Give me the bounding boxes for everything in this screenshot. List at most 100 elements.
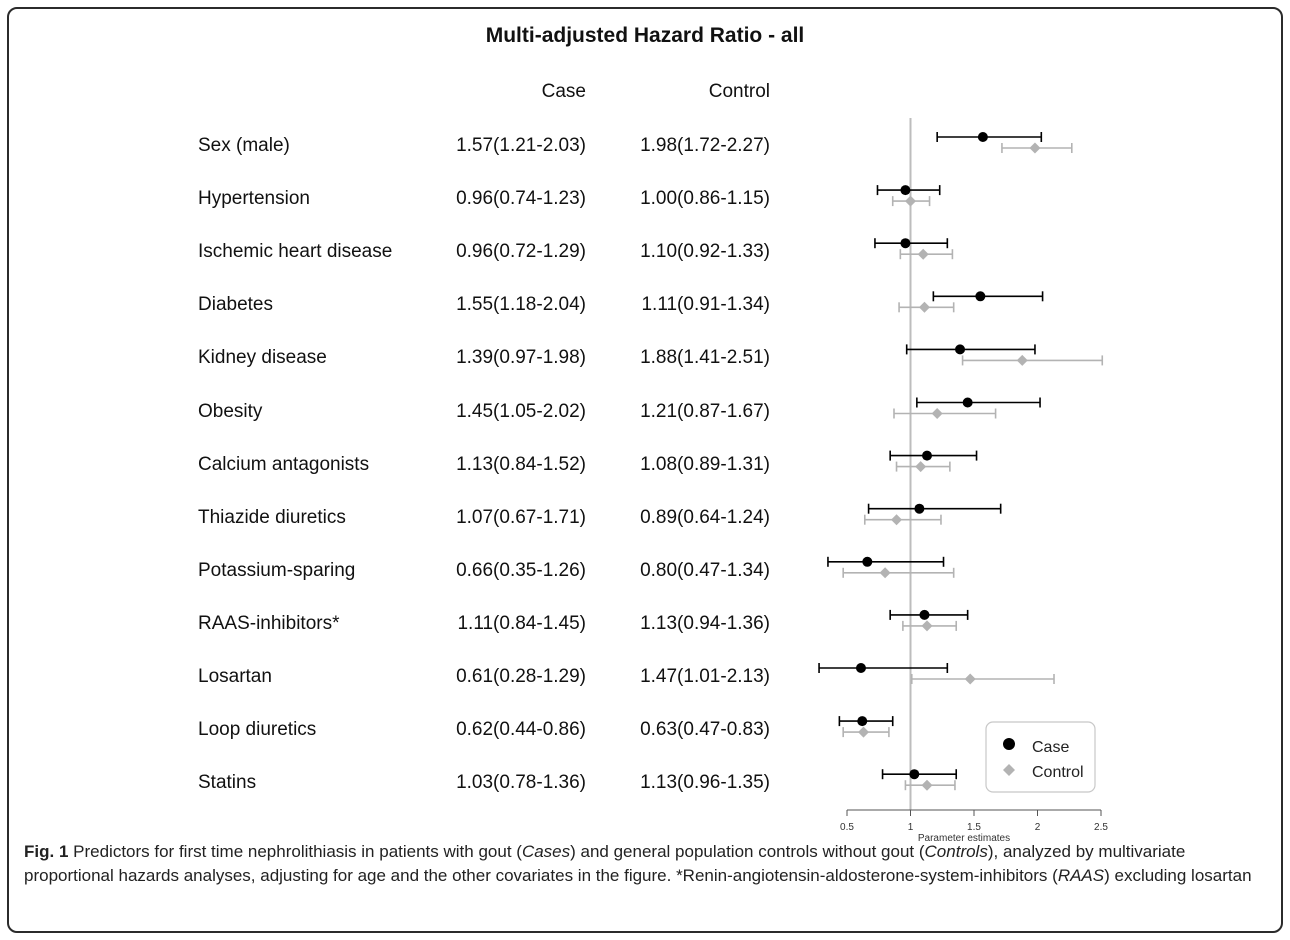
x-tick-label: 2 xyxy=(1035,822,1041,833)
control-point xyxy=(964,673,976,685)
row-label: Ischemic heart disease xyxy=(198,241,393,263)
row-control-estimate: 1.88(1.41-2.51) xyxy=(640,347,770,369)
control-point xyxy=(921,779,933,791)
case-point xyxy=(855,663,866,673)
control-point xyxy=(917,248,929,260)
caption-text-4: ) excluding losartan xyxy=(1104,866,1252,885)
row-label: Potassium-sparing xyxy=(198,559,356,581)
control-point xyxy=(921,620,933,632)
table-row: RAAS-inhibitors* 1.11(0.84-1.45) 1.13(0.94… xyxy=(0,613,800,643)
figure-caption: Fig. 1 Predictors for first time nephrol… xyxy=(24,840,1269,888)
table-row: Calcium antagonists 1.13(0.84-1.52) 1.08(0… xyxy=(0,454,800,484)
row-control-estimate: 0.63(0.47-0.83) xyxy=(640,719,770,741)
caption-italic-raas: RAAS xyxy=(1057,866,1105,885)
row-control-estimate: 1.47(1.01-2.13) xyxy=(640,666,770,687)
control-ci xyxy=(842,567,955,578)
case-ci xyxy=(916,397,1041,408)
row-label: Loop diuretics xyxy=(198,719,317,741)
case-ci xyxy=(936,132,1043,142)
row-control-estimate: 1.10(0.92-1.33) xyxy=(640,241,770,263)
control-ci xyxy=(961,355,1104,366)
row-case-estimate: 0.62(0.44-0.86) xyxy=(456,719,586,741)
row-case-estimate: 0.61(0.28-1.29) xyxy=(456,666,586,687)
table-row: Obesity 1.45(1.05-2.02) 1.21(0.87-1.67) xyxy=(0,401,800,431)
row-label: Diabetes xyxy=(198,294,273,316)
row-case-estimate: 1.55(1.18-2.04) xyxy=(456,294,586,316)
row-label: RAAS-inhibitors* xyxy=(198,612,340,634)
control-point xyxy=(1016,354,1028,366)
row-case-estimate: 1.03(0.78-1.36) xyxy=(456,772,586,794)
row-control-estimate: 1.08(0.89-1.31) xyxy=(640,453,770,475)
caption-text-3: ), analyzed by multivariate proportional… xyxy=(24,842,1186,885)
case-point xyxy=(914,503,925,514)
case-point xyxy=(977,132,988,142)
control-ci xyxy=(863,514,942,525)
table-row: Sex (male) 1.57(1.21-2.03) 1.98(1.72-2.27) xyxy=(0,135,800,165)
row-case-estimate: 1.07(0.67-1.71) xyxy=(456,506,586,528)
control-point xyxy=(879,567,891,579)
case-point xyxy=(962,397,973,408)
row-control-estimate: 1.11(0.91-1.34) xyxy=(641,294,770,316)
case-ci xyxy=(867,503,1002,514)
row-label: Hypertension xyxy=(198,188,310,210)
table-row: Hypertension 0.96(0.74-1.23) 1.00(0.86-1.1… xyxy=(0,188,800,218)
control-point xyxy=(915,461,927,473)
legend-box xyxy=(985,721,1096,793)
row-control-estimate: 1.00(0.86-1.15) xyxy=(640,188,770,210)
row-label: Thiazide diuretics xyxy=(198,506,346,528)
column-header-case: Case xyxy=(541,81,586,102)
x-tick-label: 2.5 xyxy=(1094,822,1108,833)
x-axis-label: Parameter estimates xyxy=(918,833,1010,844)
row-label: Statins xyxy=(198,772,257,794)
control-point xyxy=(931,408,943,419)
case-ci xyxy=(932,291,1044,302)
row-case-estimate: 1.39(0.97-1.98) xyxy=(456,347,586,369)
case-point xyxy=(922,450,933,461)
table-row: Diabetes 1.55(1.18-2.04) 1.11(0.91-1.34) xyxy=(0,294,800,324)
case-point xyxy=(909,769,920,780)
row-label: Calcium antagonists xyxy=(198,453,370,475)
x-tick-label: 0.5 xyxy=(840,822,854,833)
table-row: Statins 1.03(0.78-1.36) 1.13(0.96-1.35) xyxy=(0,772,800,802)
control-point xyxy=(891,514,903,526)
case-point xyxy=(857,716,868,727)
case-point xyxy=(975,291,986,302)
table-row: Loop diuretics 0.62(0.44-0.86) 0.63(0.47-0… xyxy=(0,719,800,749)
case-point xyxy=(862,556,873,567)
control-point xyxy=(1029,142,1041,154)
table-row: Losartan 0.61(0.28-1.29) 1.47(1.01-2.13) xyxy=(0,666,800,696)
table-row: Potassium-sparing 0.66(0.35-1.26) 0.80(0.4… xyxy=(0,560,800,590)
case-ci xyxy=(818,663,949,673)
control-ci xyxy=(893,408,997,419)
case-ci xyxy=(874,238,949,249)
row-label: Obesity xyxy=(198,400,263,422)
row-case-estimate: 0.66(0.35-1.26) xyxy=(456,559,586,581)
row-control-estimate: 1.13(0.94-1.36) xyxy=(640,612,770,634)
case-point xyxy=(955,344,966,355)
figure-frame xyxy=(7,7,1283,933)
table-row: Kidney disease 1.39(0.97-1.98) 1.88(1.41-2… xyxy=(0,347,800,377)
control-point xyxy=(905,195,916,207)
row-case-estimate: 1.11(0.84-1.45) xyxy=(457,612,586,634)
caption-italic-controls: Controls xyxy=(924,842,988,861)
case-ci xyxy=(905,344,1036,355)
row-case-estimate: 1.13(0.84-1.52) xyxy=(456,453,586,475)
x-tick-label: 1.5 xyxy=(967,822,981,833)
table-row: Thiazide diuretics 1.07(0.67-1.71) 0.89(0.… xyxy=(0,507,800,537)
chart-title: Multi-adjusted Hazard Ratio - all xyxy=(485,24,805,47)
legend-case-marker xyxy=(1003,738,1015,750)
legend-control-marker xyxy=(1003,764,1015,776)
control-ci xyxy=(910,674,1055,684)
control-point xyxy=(918,301,930,313)
row-case-estimate: 0.96(0.72-1.29) xyxy=(456,241,586,263)
x-tick-label: 1 xyxy=(908,822,914,833)
caption-italic-cases: Cases xyxy=(521,842,571,861)
row-control-estimate: 1.21(0.87-1.67) xyxy=(640,400,770,422)
case-point xyxy=(919,609,930,620)
case-ci xyxy=(889,450,978,461)
case-point xyxy=(900,238,911,249)
case-point xyxy=(900,185,911,196)
row-label: Losartan xyxy=(198,666,272,687)
table-row: Ischemic heart disease 0.96(0.72-1.29) 1.1… xyxy=(0,241,800,271)
